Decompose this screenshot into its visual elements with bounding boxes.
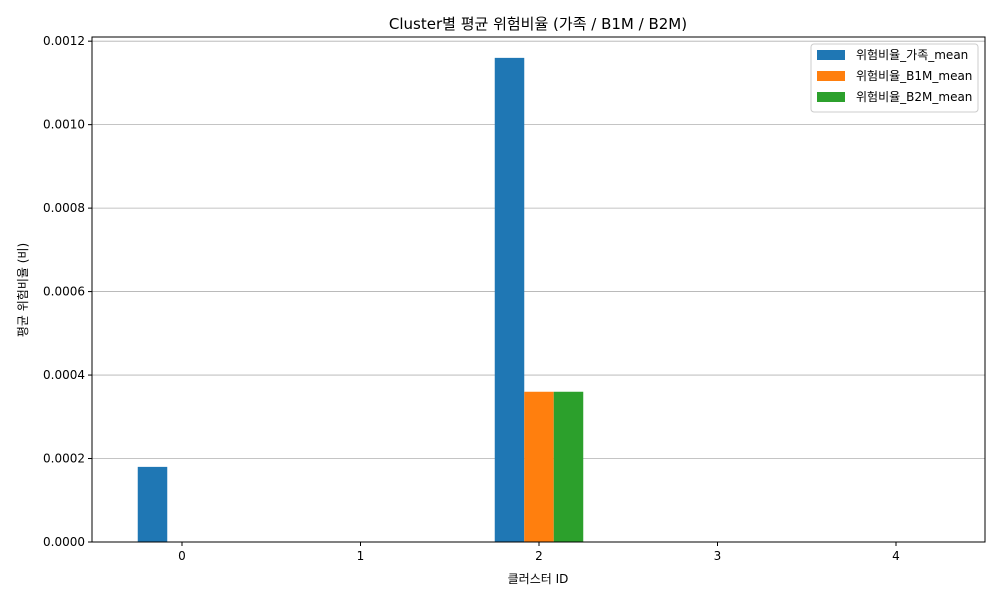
legend-swatch	[817, 71, 845, 81]
y-tick-label: 0.0010	[43, 118, 85, 132]
x-axis-ticks: 0 1 2 3 4	[178, 542, 900, 563]
legend-swatch	[817, 50, 845, 60]
legend-label: 위험비율_B2M_mean	[856, 90, 972, 104]
bar-1-category-0	[137, 466, 168, 542]
y-tick-label: 0.0002	[43, 452, 85, 466]
y-tick-label: 0.0000	[43, 535, 85, 549]
x-tick-label: 0	[178, 549, 186, 563]
x-tick-label: 4	[892, 549, 900, 563]
bar-3-category-2	[553, 391, 584, 542]
y-axis-ticks: 0.0000 0.0002 0.0004 0.0006 0.0008 0.0010 0.00…	[43, 34, 92, 549]
legend-label: 위험비율_B1M_mean	[856, 69, 972, 83]
y-tick-label: 0.0012	[43, 34, 85, 48]
bar-1-category-2	[494, 57, 525, 542]
y-tick-label: 0.0004	[43, 368, 85, 382]
bar-2-category-2	[524, 391, 554, 542]
x-tick-label: 1	[357, 549, 365, 563]
legend: 위험비율_가족_mean 위험비율_B1M_mean 위험비율_B2M_mean	[810, 43, 979, 113]
bars	[137, 57, 584, 542]
y-tick-label: 0.0008	[43, 201, 85, 215]
chart-title: Cluster별 평균 위험비율 (가족 / B1M / B2M)	[389, 15, 687, 33]
x-axis-label: 클러스터 ID	[508, 572, 569, 586]
legend-label: 위험비율_가족_mean	[856, 48, 968, 62]
y-tick-label: 0.0006	[43, 285, 85, 299]
x-tick-label: 3	[714, 549, 722, 563]
x-tick-label: 2	[535, 549, 543, 563]
y-axis-label: 평균 위험비율 (비)	[16, 243, 30, 337]
legend-swatch	[817, 92, 845, 102]
legend-frame	[810, 43, 979, 113]
